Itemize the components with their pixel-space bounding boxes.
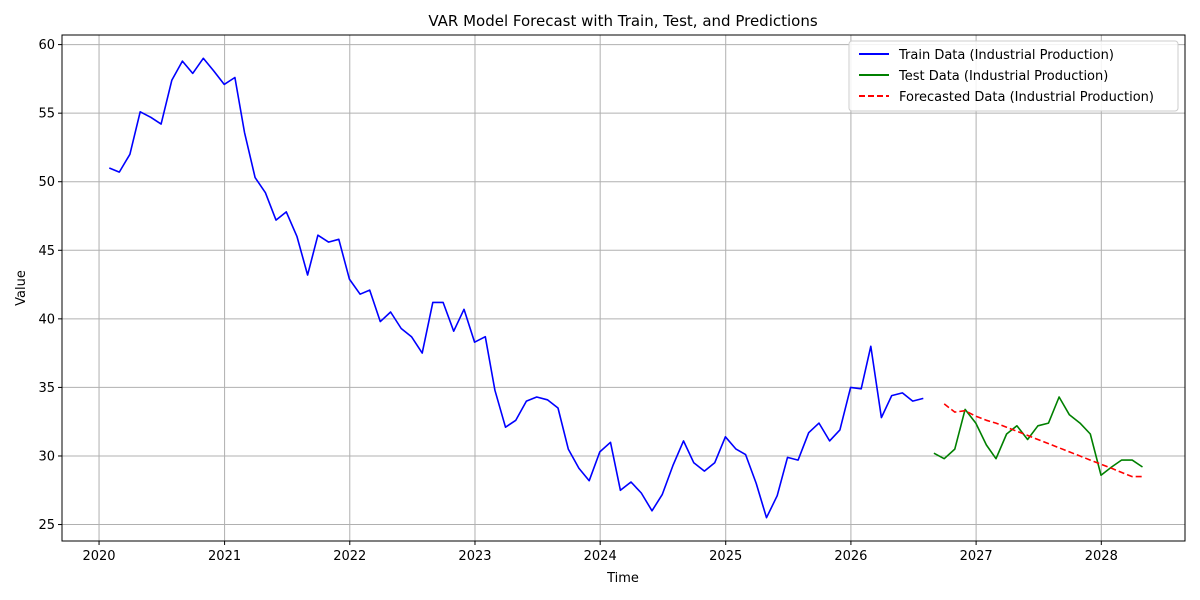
x-tick-label: 2028 (1085, 549, 1118, 564)
x-tick-label: 2021 (208, 549, 241, 564)
y-axis-label: Value (14, 270, 29, 306)
x-tick-label: 2020 (82, 549, 115, 564)
x-tick-label: 2025 (709, 549, 742, 564)
legend-label-train: Train Data (Industrial Production) (898, 48, 1114, 63)
series-line-test (933, 396, 1143, 477)
x-tick-label: 2026 (834, 549, 867, 564)
y-tick-label: 50 (38, 175, 55, 190)
legend-label-forecast: Forecasted Data (Industrial Production) (899, 90, 1154, 105)
y-tick-label: 40 (38, 312, 55, 327)
legend: Train Data (Industrial Production) Test … (848, 40, 1179, 112)
y-tick-label: 45 (38, 244, 55, 259)
x-tick-label: 2024 (584, 549, 617, 564)
y-tick-label: 55 (38, 107, 55, 122)
y-tick-label: 30 (38, 449, 55, 464)
x-ticks: 2020 2021 2022 2023 2024 2025 2026 2027 2028 (82, 541, 1118, 564)
x-axis-label: Time (606, 571, 639, 586)
series-line-train (108, 57, 924, 519)
legend-box (848, 40, 1179, 112)
y-ticks: 25 30 35 40 45 50 55 60 (38, 38, 62, 533)
x-tick-label: 2022 (333, 549, 366, 564)
series-layer (108, 57, 1143, 519)
chart-title: VAR Model Forecast with Train, Test, and… (428, 12, 817, 30)
x-tick-label: 2023 (458, 549, 491, 564)
plot-frame (61, 34, 1186, 542)
x-tick-label: 2027 (960, 549, 993, 564)
series-line-forecast (943, 403, 1143, 478)
y-tick-label: 60 (38, 38, 55, 53)
y-tick-label: 25 (38, 518, 55, 533)
legend-label-test: Test Data (Industrial Production) (898, 69, 1108, 84)
y-tick-label: 35 (38, 381, 55, 396)
